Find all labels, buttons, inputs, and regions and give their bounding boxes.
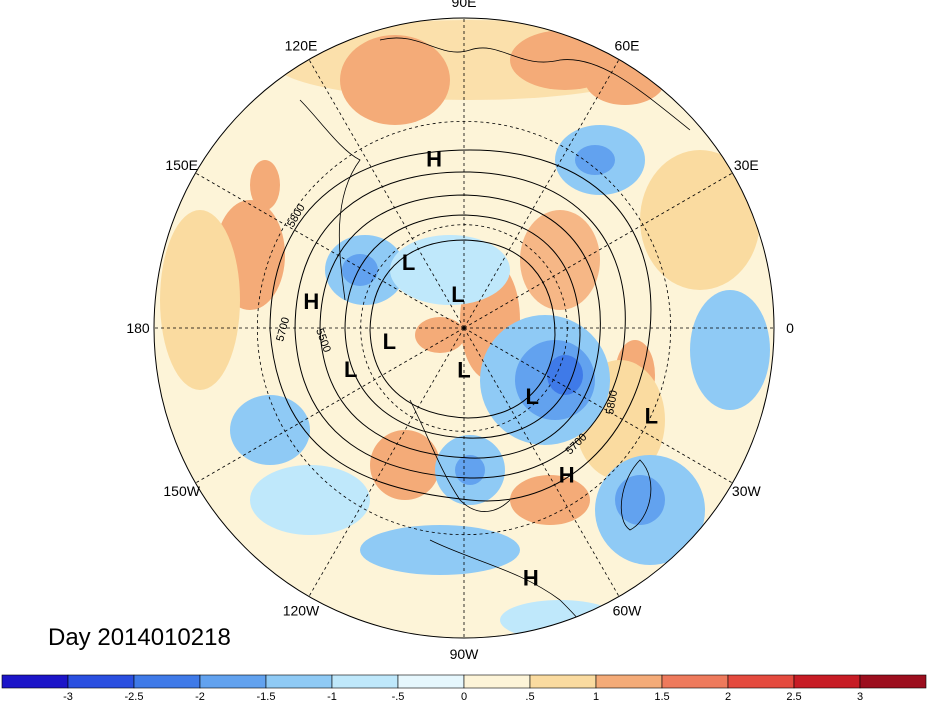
high-pressure-marker: H xyxy=(523,566,539,591)
longitude-label: 30W xyxy=(732,483,762,499)
map-boundary xyxy=(153,17,775,639)
colorbar-tick-label: -1.5 xyxy=(257,691,276,702)
low-pressure-marker: L xyxy=(457,357,470,382)
anomaly-shading xyxy=(154,18,774,638)
colorbar-swatch xyxy=(265,674,333,689)
colorbar-tick-label: -2 xyxy=(195,691,205,702)
colorbar-tick-label: -.5 xyxy=(392,691,405,702)
longitude-label: 120E xyxy=(285,38,318,54)
longitude-label: 60W xyxy=(613,602,643,618)
colorbar-tick-label: .5 xyxy=(525,691,534,702)
contour-label: 5800 xyxy=(604,389,620,415)
colorbar-swatch xyxy=(1,674,69,689)
colorbar-swatch xyxy=(67,674,135,689)
longitude-label: 90E xyxy=(452,0,477,10)
high-pressure-marker: H xyxy=(303,289,319,314)
colorbar-swatch xyxy=(595,674,663,689)
colorbar-tick-label: -2.5 xyxy=(125,691,144,702)
colorbar-tick-label: 1.5 xyxy=(654,691,669,702)
meridian-line xyxy=(463,172,733,329)
colorbar-swatch xyxy=(199,674,267,689)
colorbar-swatch xyxy=(793,674,861,689)
high-pressure-marker: H xyxy=(559,463,575,488)
longitude-label: 180 xyxy=(126,320,150,336)
meridian-line xyxy=(195,327,465,484)
colorbar-tick-label: 0 xyxy=(461,691,467,702)
meridian-line xyxy=(308,59,465,329)
height-contours xyxy=(269,149,652,502)
meridian-line xyxy=(463,59,620,329)
high-pressure-marker: H xyxy=(426,146,442,171)
longitude-label: 150W xyxy=(163,483,200,499)
longitude-label: 60E xyxy=(615,38,640,54)
graticule xyxy=(154,18,774,638)
colorbar-tick-label: 3 xyxy=(857,691,863,702)
pressure-systems: H H L L L L L L H L H xyxy=(303,146,658,590)
longitude-labels: 90E 60E 30E 0 30W 60W 90W 120W 150W 180 150E 120E xyxy=(126,0,794,662)
coastlines xyxy=(299,37,691,638)
low-pressure-marker: L xyxy=(344,357,357,382)
longitude-label: 150E xyxy=(165,157,198,173)
meridian-line xyxy=(308,327,465,597)
longitude-label: 120W xyxy=(283,602,320,618)
colorbar-tick-label: -3 xyxy=(63,691,73,702)
colorbar-swatch xyxy=(463,674,531,689)
colorbar: -3 -2.5 -2 -1.5 -1 -.5 0 .5 1 1.5 2 2.5 3 xyxy=(1,674,927,702)
meridian-line xyxy=(463,327,733,484)
low-pressure-marker: L xyxy=(383,329,396,354)
colorbar-tick-label: 2 xyxy=(725,691,731,702)
longitude-label: 0 xyxy=(786,320,794,336)
colorbar-swatch xyxy=(331,674,399,689)
colorbar-tick-label: -1 xyxy=(327,691,337,702)
page-title: Day 2014010218 xyxy=(48,624,231,651)
longitude-label: 90W xyxy=(450,646,480,662)
colorbar-swatch xyxy=(397,674,465,689)
colorbar-swatch xyxy=(529,674,597,689)
colorbar-tick-label: 1 xyxy=(593,691,599,702)
colorbar-swatch xyxy=(661,674,729,689)
longitude-label: 30E xyxy=(734,157,759,173)
meridian-line xyxy=(195,172,465,329)
low-pressure-marker: L xyxy=(451,282,464,307)
low-pressure-marker: L xyxy=(525,384,538,409)
colorbar-swatch xyxy=(133,674,201,689)
low-pressure-marker: L xyxy=(402,250,415,275)
colorbar-swatch xyxy=(727,674,795,689)
colorbar-swatch xyxy=(859,674,927,689)
meridian-line xyxy=(463,327,620,597)
low-pressure-marker: L xyxy=(645,403,658,428)
colorbar-tick-label: 2.5 xyxy=(786,691,801,702)
